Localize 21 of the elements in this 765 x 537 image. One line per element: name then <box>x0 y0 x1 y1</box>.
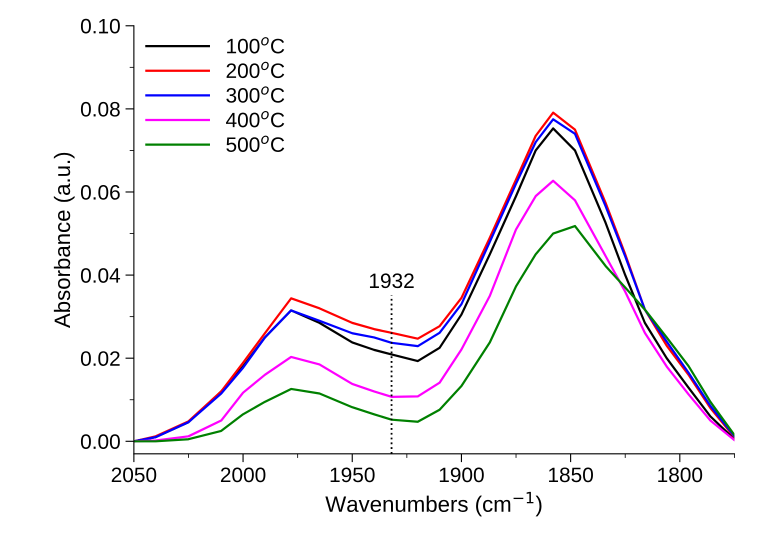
legend-label: 300$^{o}$C <box>226 86 284 103</box>
x-axis-title: Wavenumbers (cm$^{−1}$) <box>325 492 542 516</box>
legend-label: 500$^{o}$C <box>226 136 284 152</box>
x-tick-label: 2050 <box>112 468 156 482</box>
x-tick-label: 1800 <box>658 468 702 482</box>
y-tick-label: 0.06 <box>80 184 120 200</box>
x-tick-label: 2000 <box>220 468 266 482</box>
y-tick-label: 0.10 <box>80 18 120 34</box>
legend-label: 400$^{o}$C <box>226 111 284 128</box>
y-tick-label: 0.02 <box>80 351 120 366</box>
x-tick-label: 1850 <box>549 468 593 482</box>
legend-label: 100$^{o}$C <box>227 37 284 54</box>
legend-label: 200$^{o}$C <box>226 62 284 78</box>
y-tick-label: 0.08 <box>80 102 120 117</box>
y-tick-label: 0.00 <box>80 434 120 450</box>
x-tick-label: 1950 <box>330 468 375 482</box>
line-series <box>134 224 734 442</box>
y-axis-title: Absorbance (a.u.) <box>54 152 75 328</box>
y-tick-label: 0.04 <box>80 268 120 283</box>
ref-line-label: 1932 <box>370 273 414 288</box>
x-tick-label: 1900 <box>440 468 484 482</box>
